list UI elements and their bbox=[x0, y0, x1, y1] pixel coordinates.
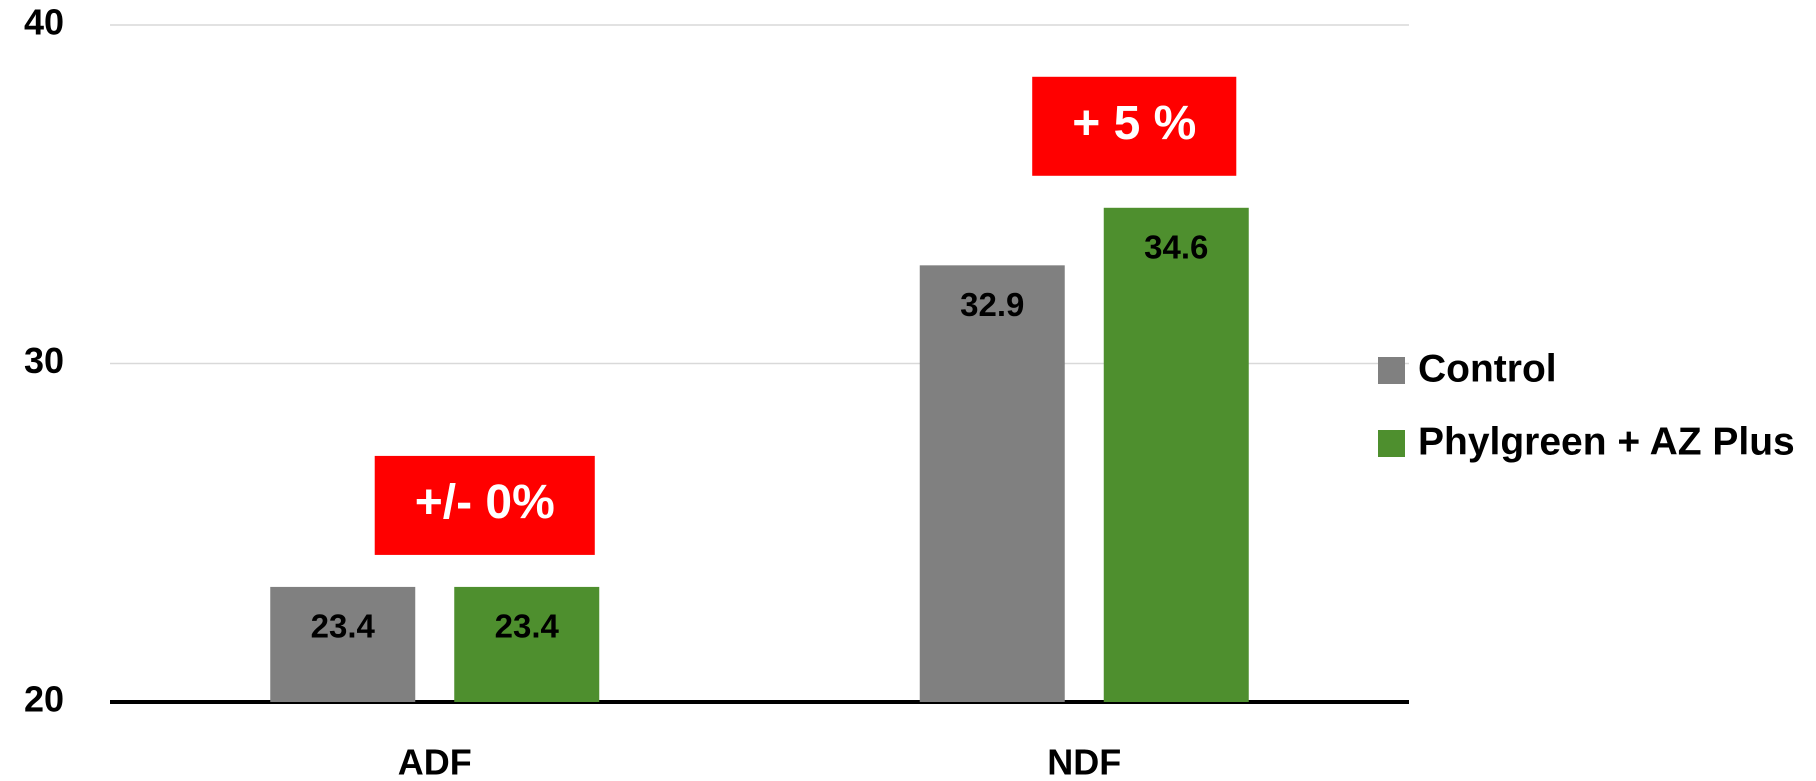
bar bbox=[270, 586, 416, 702]
annotation-box bbox=[1032, 76, 1237, 176]
y-tick-label: 30 bbox=[24, 340, 64, 381]
legend-label: Phylgreen + AZ Plus bbox=[1418, 420, 1795, 463]
x-tick-label: ADF bbox=[398, 742, 472, 781]
legend-swatch bbox=[1378, 430, 1405, 457]
legend-swatch bbox=[1378, 357, 1405, 384]
x-tick-label: NDF bbox=[1047, 742, 1121, 781]
data-label: 34.6 bbox=[1144, 229, 1208, 266]
y-tick-label: 40 bbox=[24, 2, 64, 43]
annotation-box bbox=[374, 455, 595, 555]
legend-label: Control bbox=[1418, 347, 1557, 390]
data-label: 23.4 bbox=[311, 608, 376, 645]
annotation: +/- 0% bbox=[415, 476, 555, 529]
bar bbox=[1103, 207, 1249, 703]
bar bbox=[454, 586, 600, 702]
bar bbox=[919, 265, 1065, 702]
data-label: 32.9 bbox=[960, 286, 1024, 323]
annotation: + 5 % bbox=[1072, 97, 1196, 150]
y-tick-label: 20 bbox=[24, 679, 64, 720]
data-label: 23.4 bbox=[495, 608, 560, 645]
